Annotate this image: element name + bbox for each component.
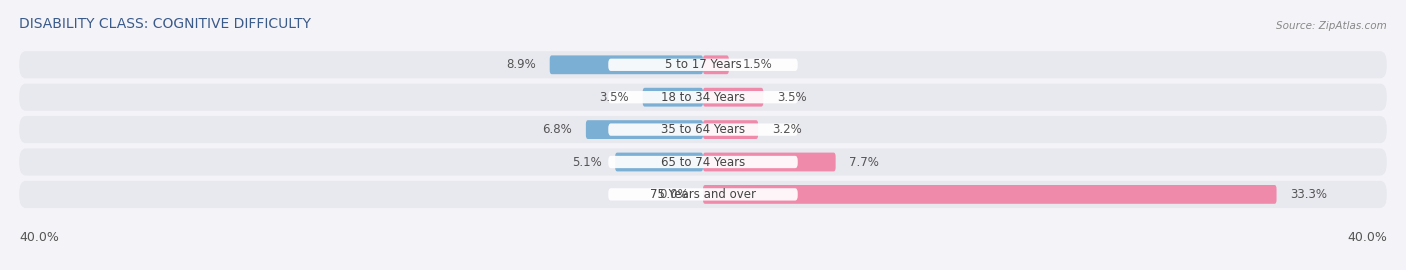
FancyBboxPatch shape [703, 153, 835, 171]
Text: 35 to 64 Years: 35 to 64 Years [661, 123, 745, 136]
Text: 5 to 17 Years: 5 to 17 Years [665, 58, 741, 71]
FancyBboxPatch shape [20, 51, 1386, 78]
Text: 7.7%: 7.7% [849, 156, 879, 168]
FancyBboxPatch shape [616, 153, 703, 171]
Text: 1.5%: 1.5% [742, 58, 772, 71]
FancyBboxPatch shape [703, 55, 728, 74]
FancyBboxPatch shape [703, 88, 763, 107]
FancyBboxPatch shape [609, 188, 797, 201]
Text: 3.5%: 3.5% [778, 91, 807, 104]
FancyBboxPatch shape [703, 185, 1277, 204]
FancyBboxPatch shape [586, 120, 703, 139]
Text: 40.0%: 40.0% [1347, 231, 1386, 244]
Text: 18 to 34 Years: 18 to 34 Years [661, 91, 745, 104]
Text: 8.9%: 8.9% [506, 58, 536, 71]
Text: 3.2%: 3.2% [772, 123, 801, 136]
FancyBboxPatch shape [550, 55, 703, 74]
Text: 0.0%: 0.0% [659, 188, 689, 201]
FancyBboxPatch shape [643, 88, 703, 107]
Text: 40.0%: 40.0% [20, 231, 59, 244]
Text: 5.1%: 5.1% [572, 156, 602, 168]
FancyBboxPatch shape [609, 59, 797, 71]
FancyBboxPatch shape [20, 181, 1386, 208]
Text: 6.8%: 6.8% [543, 123, 572, 136]
FancyBboxPatch shape [609, 156, 797, 168]
FancyBboxPatch shape [20, 84, 1386, 111]
Text: 3.5%: 3.5% [599, 91, 628, 104]
FancyBboxPatch shape [609, 123, 797, 136]
FancyBboxPatch shape [703, 120, 758, 139]
Text: DISABILITY CLASS: COGNITIVE DIFFICULTY: DISABILITY CLASS: COGNITIVE DIFFICULTY [20, 17, 311, 31]
FancyBboxPatch shape [609, 91, 797, 103]
Text: 33.3%: 33.3% [1291, 188, 1327, 201]
Text: Source: ZipAtlas.com: Source: ZipAtlas.com [1277, 21, 1386, 31]
Text: 75 Years and over: 75 Years and over [650, 188, 756, 201]
Text: 65 to 74 Years: 65 to 74 Years [661, 156, 745, 168]
FancyBboxPatch shape [20, 116, 1386, 143]
FancyBboxPatch shape [20, 148, 1386, 176]
